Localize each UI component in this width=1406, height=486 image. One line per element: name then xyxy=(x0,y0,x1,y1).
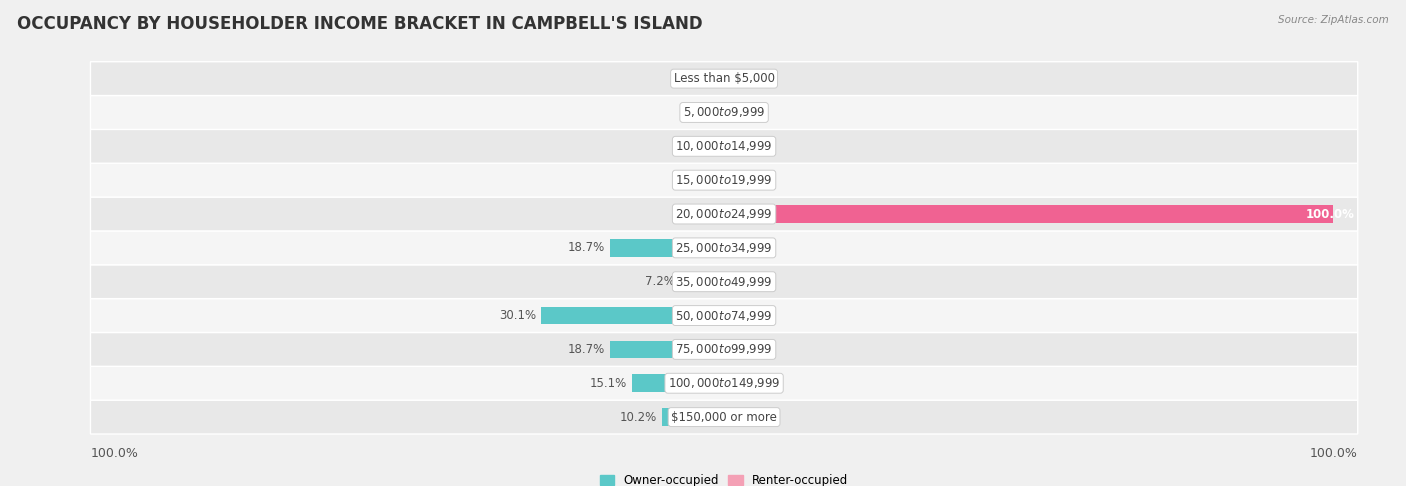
Text: Source: ZipAtlas.com: Source: ZipAtlas.com xyxy=(1278,15,1389,25)
Bar xyxy=(610,239,724,257)
Bar xyxy=(724,205,1333,223)
FancyBboxPatch shape xyxy=(90,366,1358,400)
Bar xyxy=(610,341,724,358)
Text: $5,000 to $9,999: $5,000 to $9,999 xyxy=(683,105,765,120)
Text: 0.0%: 0.0% xyxy=(734,309,763,322)
Text: 0.0%: 0.0% xyxy=(734,275,763,288)
Bar xyxy=(633,374,724,392)
Text: 0.0%: 0.0% xyxy=(685,106,716,119)
Text: 0.0%: 0.0% xyxy=(734,72,763,85)
Text: $50,000 to $74,999: $50,000 to $74,999 xyxy=(675,309,773,323)
FancyBboxPatch shape xyxy=(90,400,1358,434)
Text: Less than $5,000: Less than $5,000 xyxy=(673,72,775,85)
Text: 0.0%: 0.0% xyxy=(734,411,763,424)
Text: OCCUPANCY BY HOUSEHOLDER INCOME BRACKET IN CAMPBELL'S ISLAND: OCCUPANCY BY HOUSEHOLDER INCOME BRACKET … xyxy=(17,15,703,33)
Legend: Owner-occupied, Renter-occupied: Owner-occupied, Renter-occupied xyxy=(595,469,853,486)
Text: 100.0%: 100.0% xyxy=(1306,208,1355,221)
Bar xyxy=(681,273,724,291)
Text: 0.0%: 0.0% xyxy=(734,140,763,153)
Text: 7.2%: 7.2% xyxy=(645,275,675,288)
Text: 0.0%: 0.0% xyxy=(685,72,716,85)
Text: 0.0%: 0.0% xyxy=(734,106,763,119)
Text: $25,000 to $34,999: $25,000 to $34,999 xyxy=(675,241,773,255)
Text: 0.0%: 0.0% xyxy=(734,343,763,356)
Text: 18.7%: 18.7% xyxy=(568,343,606,356)
Text: $150,000 or more: $150,000 or more xyxy=(671,411,778,424)
Text: $10,000 to $14,999: $10,000 to $14,999 xyxy=(675,139,773,153)
Text: 0.0%: 0.0% xyxy=(734,174,763,187)
FancyBboxPatch shape xyxy=(90,265,1358,298)
Text: 30.1%: 30.1% xyxy=(499,309,536,322)
Text: $35,000 to $49,999: $35,000 to $49,999 xyxy=(675,275,773,289)
Text: 0.0%: 0.0% xyxy=(734,242,763,254)
FancyBboxPatch shape xyxy=(90,129,1358,163)
Text: $15,000 to $19,999: $15,000 to $19,999 xyxy=(675,173,773,187)
Text: 18.7%: 18.7% xyxy=(568,242,606,254)
FancyBboxPatch shape xyxy=(90,62,1358,96)
Bar xyxy=(541,307,724,324)
Text: $75,000 to $99,999: $75,000 to $99,999 xyxy=(675,343,773,356)
Text: 0.0%: 0.0% xyxy=(685,208,716,221)
FancyBboxPatch shape xyxy=(90,197,1358,231)
Text: $20,000 to $24,999: $20,000 to $24,999 xyxy=(675,207,773,221)
Bar xyxy=(662,408,724,426)
Text: 0.0%: 0.0% xyxy=(685,140,716,153)
FancyBboxPatch shape xyxy=(90,298,1358,332)
Text: 0.0%: 0.0% xyxy=(734,377,763,390)
FancyBboxPatch shape xyxy=(90,96,1358,129)
FancyBboxPatch shape xyxy=(90,231,1358,265)
Text: 15.1%: 15.1% xyxy=(591,377,627,390)
FancyBboxPatch shape xyxy=(90,163,1358,197)
Text: $100,000 to $149,999: $100,000 to $149,999 xyxy=(668,376,780,390)
FancyBboxPatch shape xyxy=(90,332,1358,366)
Text: 10.2%: 10.2% xyxy=(620,411,657,424)
Text: 0.0%: 0.0% xyxy=(685,174,716,187)
